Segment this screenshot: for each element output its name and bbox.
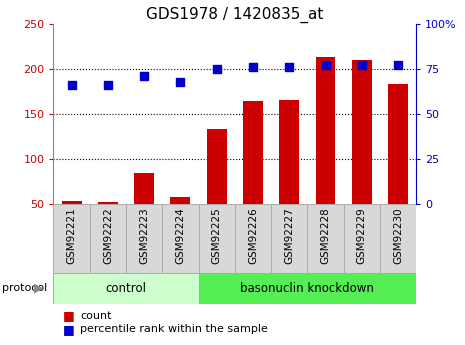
Text: GSM92221: GSM92221 — [66, 207, 77, 264]
Text: GSM92230: GSM92230 — [393, 207, 403, 264]
Point — [322, 63, 329, 68]
Bar — [316, 57, 335, 248]
Text: count: count — [80, 311, 112, 321]
Point — [104, 82, 112, 88]
Bar — [271, 204, 307, 273]
Point — [177, 79, 184, 84]
Point — [286, 65, 293, 70]
Text: GSM92223: GSM92223 — [139, 207, 149, 264]
Bar — [53, 273, 199, 304]
Text: ▶: ▶ — [33, 282, 43, 295]
Text: GSM92229: GSM92229 — [357, 207, 367, 264]
Bar — [207, 129, 226, 248]
Bar — [90, 204, 126, 273]
Bar — [162, 204, 199, 273]
Text: GSM92225: GSM92225 — [212, 207, 222, 264]
Text: ■: ■ — [63, 323, 74, 336]
Text: GSM92224: GSM92224 — [175, 207, 186, 264]
Bar — [380, 204, 416, 273]
Bar — [388, 84, 408, 248]
Bar — [352, 60, 372, 248]
Bar — [98, 202, 118, 248]
Bar — [307, 204, 344, 273]
Bar — [279, 100, 299, 248]
Point — [68, 82, 75, 88]
Bar — [126, 204, 162, 273]
Point — [358, 63, 365, 68]
Text: GSM92227: GSM92227 — [284, 207, 294, 264]
Text: control: control — [106, 282, 146, 295]
Text: ■: ■ — [63, 309, 74, 322]
Point — [394, 63, 402, 68]
Bar — [62, 201, 81, 248]
Bar — [344, 204, 380, 273]
Point — [140, 73, 148, 79]
Bar — [134, 173, 154, 248]
Text: GSM92222: GSM92222 — [103, 207, 113, 264]
Point — [213, 66, 220, 72]
Text: protocol: protocol — [2, 283, 47, 293]
Bar — [199, 273, 416, 304]
Text: GSM92226: GSM92226 — [248, 207, 258, 264]
Text: GSM92228: GSM92228 — [320, 207, 331, 264]
Point — [249, 65, 257, 70]
Bar — [235, 204, 271, 273]
Text: percentile rank within the sample: percentile rank within the sample — [80, 325, 268, 334]
Bar — [199, 204, 235, 273]
Text: basonuclin knockdown: basonuclin knockdown — [240, 282, 374, 295]
Bar — [243, 101, 263, 248]
Title: GDS1978 / 1420835_at: GDS1978 / 1420835_at — [146, 7, 324, 23]
Bar — [171, 197, 190, 248]
Bar — [53, 204, 90, 273]
